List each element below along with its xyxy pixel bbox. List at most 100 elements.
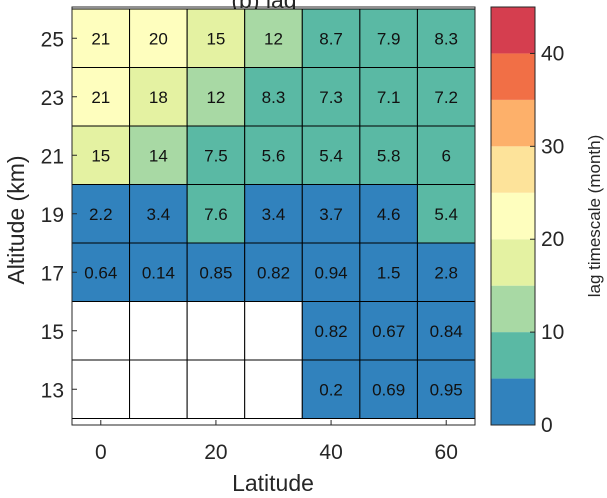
colorbar-tick-label: 40: [541, 42, 564, 65]
cell-value-label: 7.6: [204, 205, 228, 224]
heatmap-cell: [129, 67, 188, 127]
heatmap-cell: [71, 67, 131, 127]
cell-value-label: 7.2: [434, 88, 458, 107]
heatmap-cell: [244, 67, 303, 127]
cell-value-label: 20: [149, 29, 168, 48]
cell-value-label: 7.5: [204, 146, 228, 165]
heatmap-cell: [244, 242, 303, 302]
cell-value-label: 1.5: [377, 263, 401, 282]
cell-value-label: 7.9: [377, 29, 401, 48]
cell-value-label: 8.7: [319, 29, 343, 48]
heatmap-cell: [359, 8, 418, 68]
heatmap-cell: [129, 359, 188, 419]
cell-value-label: 8.3: [434, 29, 458, 48]
y-tick-label: 15: [41, 321, 64, 344]
heatmap-cell: [71, 242, 131, 302]
colorbar-segment: [491, 53, 535, 100]
cell-value-label: 0.69: [372, 380, 405, 399]
x-tick-label: 60: [435, 441, 458, 464]
cell-value-label: 5.6: [262, 146, 286, 165]
cell-value-label: 8.3: [262, 88, 286, 107]
cell-value-label: 7.1: [377, 88, 401, 107]
colorbar-segment: [491, 192, 535, 240]
cell-value-label: 21: [91, 29, 110, 48]
heatmap-cell: [301, 67, 361, 127]
cell-value-label: 5.4: [319, 146, 343, 165]
heatmap-cell: [71, 125, 131, 185]
heatmap-cell: [71, 184, 131, 244]
cell-value-label: 0.85: [199, 263, 232, 282]
cell-value-label: 0.14: [142, 263, 175, 282]
heatmap-cell: [244, 359, 303, 419]
x-tick-label: 40: [319, 441, 342, 464]
colorbar-segment: [491, 332, 535, 379]
cell-value-label: 0.84: [430, 322, 463, 341]
heatmap-cell: [416, 67, 476, 127]
colorbar-tick-label: 30: [541, 135, 564, 158]
cell-value-label: 0.64: [84, 263, 117, 282]
y-tick-label: 25: [41, 28, 64, 51]
y-axis-title: Altitude (km): [3, 155, 29, 284]
y-tick-label: 19: [41, 204, 64, 227]
cell-value-label: 5.4: [434, 205, 458, 224]
cell-value-label: 3.4: [147, 205, 171, 224]
cell-value-label: 18: [149, 88, 168, 107]
colorbar-tick-label: 0: [541, 414, 553, 437]
cell-value-label: 3.7: [319, 205, 343, 224]
colorbar-ticks: 0 10 20 30 40: [530, 42, 564, 437]
cell-value-label: 15: [206, 29, 225, 48]
heatmap-cell: [71, 301, 131, 361]
cell-value-label: 14: [149, 146, 168, 165]
plot-frame: [71, 6, 476, 426]
y-tick-label: 17: [41, 262, 64, 285]
y-axis-ticks: 25 23 21 19 17 15 13: [41, 28, 77, 402]
cell-value-label: 12: [206, 88, 225, 107]
heatmap-cell: [301, 359, 361, 419]
colorbar-tick-label: 10: [541, 321, 564, 344]
heatmap-cell: [359, 67, 418, 127]
heatmap-cell: [416, 184, 476, 244]
y-tick-label: 13: [41, 379, 64, 402]
cell-value-label: 0.94: [315, 263, 348, 282]
colorbar-segment: [491, 239, 535, 286]
heatmap-cell: [244, 125, 303, 185]
heatmap-cell: [244, 301, 303, 361]
heatmap-cell: [301, 8, 361, 68]
heatmap-cell: [129, 301, 188, 361]
cell-value-label: 2.8: [434, 263, 458, 282]
cell-value-label: 4.6: [377, 205, 401, 224]
cell-value-label: 21: [91, 88, 110, 107]
cell-value-label: 7.3: [319, 88, 343, 107]
heatmap-cell: [359, 184, 418, 244]
heatmap-cell: [186, 301, 246, 361]
heatmap-cell: [359, 359, 418, 419]
heatmap-cell: [301, 125, 361, 185]
cell-value-label: 12: [264, 29, 283, 48]
cell-value-label: 2.2: [89, 205, 113, 224]
cell-value-label: 0.2: [319, 380, 343, 399]
cell-value-label: 0.82: [315, 322, 348, 341]
cell-value-label: 6: [441, 146, 450, 165]
x-tick-label: 20: [204, 441, 227, 464]
heatmap-cell: [71, 359, 131, 419]
heatmap-cell: [186, 242, 246, 302]
cell-value-label: 3.4: [262, 205, 286, 224]
cell-value-label: 15: [91, 146, 110, 165]
colorbar-segment: [491, 285, 535, 333]
heatmap-cell: [186, 359, 246, 419]
colorbar-segment: [491, 146, 535, 193]
heatmap-cell-labels: 21 20 15 12 8.7 7.9 8.3 21 18 12 8.3 7.3 7.1 7.2 15 14 7…: [84, 29, 463, 399]
heatmap-cell: [416, 301, 476, 361]
colorbar-frame: [490, 6, 536, 426]
y-tick-label: 23: [41, 87, 64, 110]
heatmap-cell: [186, 184, 246, 244]
colorbar-title: lag timescale (month): [585, 135, 604, 298]
cell-value-label: 0.82: [257, 263, 290, 282]
x-axis-title: Latitude: [232, 470, 314, 496]
heatmap-cell: [359, 242, 418, 302]
colorbar-segment: [491, 99, 535, 147]
colorbar-segment: [491, 7, 535, 54]
x-axis-ticks: 0 20 40 60: [95, 420, 458, 464]
cell-value-label: 0.67: [372, 322, 405, 341]
colorbar: [490, 6, 536, 426]
